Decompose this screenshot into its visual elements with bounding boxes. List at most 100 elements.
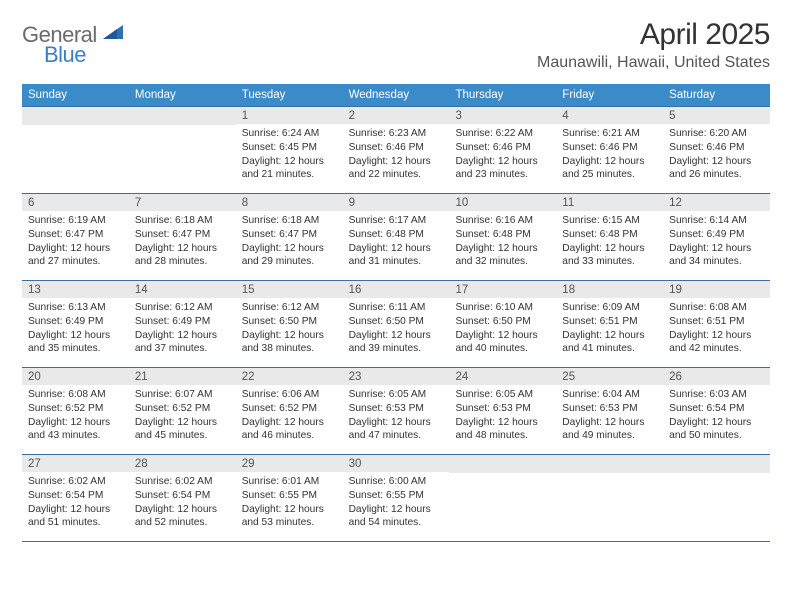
day-content: Sunrise: 6:22 AMSunset: 6:46 PMDaylight:… (449, 124, 556, 186)
day-cell-empty (556, 455, 663, 541)
week-row: 27Sunrise: 6:02 AMSunset: 6:54 PMDayligh… (22, 454, 770, 542)
day-cell-24: 24Sunrise: 6:05 AMSunset: 6:53 PMDayligh… (449, 368, 556, 454)
week-row: 13Sunrise: 6:13 AMSunset: 6:49 PMDayligh… (22, 280, 770, 367)
day-number: 1 (236, 107, 343, 124)
day-cell-empty (129, 107, 236, 193)
day-cell-empty (22, 107, 129, 193)
day-content: Sunrise: 6:03 AMSunset: 6:54 PMDaylight:… (663, 385, 770, 447)
day-content: Sunrise: 6:05 AMSunset: 6:53 PMDaylight:… (449, 385, 556, 447)
day-content: Sunrise: 6:08 AMSunset: 6:51 PMDaylight:… (663, 298, 770, 360)
day-cell-20: 20Sunrise: 6:08 AMSunset: 6:52 PMDayligh… (22, 368, 129, 454)
day-number: 12 (663, 194, 770, 211)
day-content: Sunrise: 6:18 AMSunset: 6:47 PMDaylight:… (129, 211, 236, 273)
day-cell-8: 8Sunrise: 6:18 AMSunset: 6:47 PMDaylight… (236, 194, 343, 280)
day-content: Sunrise: 6:07 AMSunset: 6:52 PMDaylight:… (129, 385, 236, 447)
day-number: 7 (129, 194, 236, 211)
weeks-container: 1Sunrise: 6:24 AMSunset: 6:45 PMDaylight… (22, 106, 770, 542)
weekday-friday: Friday (556, 84, 663, 106)
header: General April 2025 Maunawili, Hawaii, Un… (22, 18, 770, 72)
day-number: 18 (556, 281, 663, 298)
day-content: Sunrise: 6:21 AMSunset: 6:46 PMDaylight:… (556, 124, 663, 186)
day-cell-29: 29Sunrise: 6:01 AMSunset: 6:55 PMDayligh… (236, 455, 343, 541)
day-number: 29 (236, 455, 343, 472)
day-content: Sunrise: 6:09 AMSunset: 6:51 PMDaylight:… (556, 298, 663, 360)
weekday-sunday: Sunday (22, 84, 129, 106)
day-cell-23: 23Sunrise: 6:05 AMSunset: 6:53 PMDayligh… (343, 368, 450, 454)
day-content: Sunrise: 6:15 AMSunset: 6:48 PMDaylight:… (556, 211, 663, 273)
day-cell-14: 14Sunrise: 6:12 AMSunset: 6:49 PMDayligh… (129, 281, 236, 367)
day-cell-6: 6Sunrise: 6:19 AMSunset: 6:47 PMDaylight… (22, 194, 129, 280)
weekday-tuesday: Tuesday (236, 84, 343, 106)
day-cell-13: 13Sunrise: 6:13 AMSunset: 6:49 PMDayligh… (22, 281, 129, 367)
day-number: 4 (556, 107, 663, 124)
day-number: 30 (343, 455, 450, 472)
day-content: Sunrise: 6:11 AMSunset: 6:50 PMDaylight:… (343, 298, 450, 360)
day-number: 27 (22, 455, 129, 472)
day-content: Sunrise: 6:00 AMSunset: 6:55 PMDaylight:… (343, 472, 450, 534)
day-number: 11 (556, 194, 663, 211)
day-number: 16 (343, 281, 450, 298)
week-row: 1Sunrise: 6:24 AMSunset: 6:45 PMDaylight… (22, 106, 770, 193)
logo-text-blue: Blue (44, 42, 86, 67)
day-cell-30: 30Sunrise: 6:00 AMSunset: 6:55 PMDayligh… (343, 455, 450, 541)
month-title: April 2025 (537, 18, 770, 52)
title-block: April 2025 Maunawili, Hawaii, United Sta… (537, 18, 770, 72)
day-cell-15: 15Sunrise: 6:12 AMSunset: 6:50 PMDayligh… (236, 281, 343, 367)
day-cell-10: 10Sunrise: 6:16 AMSunset: 6:48 PMDayligh… (449, 194, 556, 280)
day-number: 28 (129, 455, 236, 472)
day-number: 8 (236, 194, 343, 211)
day-content: Sunrise: 6:08 AMSunset: 6:52 PMDaylight:… (22, 385, 129, 447)
calendar-page: General April 2025 Maunawili, Hawaii, Un… (0, 0, 792, 552)
calendar: SundayMondayTuesdayWednesdayThursdayFrid… (22, 84, 770, 542)
day-cell-25: 25Sunrise: 6:04 AMSunset: 6:53 PMDayligh… (556, 368, 663, 454)
day-cell-7: 7Sunrise: 6:18 AMSunset: 6:47 PMDaylight… (129, 194, 236, 280)
day-content: Sunrise: 6:14 AMSunset: 6:49 PMDaylight:… (663, 211, 770, 273)
day-number (663, 455, 770, 473)
weekday-monday: Monday (129, 84, 236, 106)
day-cell-11: 11Sunrise: 6:15 AMSunset: 6:48 PMDayligh… (556, 194, 663, 280)
day-cell-17: 17Sunrise: 6:10 AMSunset: 6:50 PMDayligh… (449, 281, 556, 367)
day-content: Sunrise: 6:10 AMSunset: 6:50 PMDaylight:… (449, 298, 556, 360)
day-number: 26 (663, 368, 770, 385)
day-number: 14 (129, 281, 236, 298)
day-cell-16: 16Sunrise: 6:11 AMSunset: 6:50 PMDayligh… (343, 281, 450, 367)
day-number: 13 (22, 281, 129, 298)
day-number (129, 107, 236, 125)
day-number: 5 (663, 107, 770, 124)
day-cell-18: 18Sunrise: 6:09 AMSunset: 6:51 PMDayligh… (556, 281, 663, 367)
day-content: Sunrise: 6:05 AMSunset: 6:53 PMDaylight:… (343, 385, 450, 447)
day-content: Sunrise: 6:04 AMSunset: 6:53 PMDaylight:… (556, 385, 663, 447)
day-cell-27: 27Sunrise: 6:02 AMSunset: 6:54 PMDayligh… (22, 455, 129, 541)
day-number: 17 (449, 281, 556, 298)
day-number: 22 (236, 368, 343, 385)
day-content: Sunrise: 6:20 AMSunset: 6:46 PMDaylight:… (663, 124, 770, 186)
day-cell-9: 9Sunrise: 6:17 AMSunset: 6:48 PMDaylight… (343, 194, 450, 280)
day-cell-empty (449, 455, 556, 541)
weekday-wednesday: Wednesday (343, 84, 450, 106)
day-cell-28: 28Sunrise: 6:02 AMSunset: 6:54 PMDayligh… (129, 455, 236, 541)
day-number (22, 107, 129, 125)
day-content: Sunrise: 6:17 AMSunset: 6:48 PMDaylight:… (343, 211, 450, 273)
day-number: 15 (236, 281, 343, 298)
day-cell-1: 1Sunrise: 6:24 AMSunset: 6:45 PMDaylight… (236, 107, 343, 193)
day-content: Sunrise: 6:19 AMSunset: 6:47 PMDaylight:… (22, 211, 129, 273)
day-content: Sunrise: 6:18 AMSunset: 6:47 PMDaylight:… (236, 211, 343, 273)
location: Maunawili, Hawaii, United States (537, 54, 770, 72)
day-number: 19 (663, 281, 770, 298)
day-number: 6 (22, 194, 129, 211)
day-number: 9 (343, 194, 450, 211)
day-content: Sunrise: 6:16 AMSunset: 6:48 PMDaylight:… (449, 211, 556, 273)
day-number (556, 455, 663, 473)
day-content: Sunrise: 6:23 AMSunset: 6:46 PMDaylight:… (343, 124, 450, 186)
weekday-thursday: Thursday (449, 84, 556, 106)
day-number: 24 (449, 368, 556, 385)
day-content: Sunrise: 6:12 AMSunset: 6:50 PMDaylight:… (236, 298, 343, 360)
week-row: 6Sunrise: 6:19 AMSunset: 6:47 PMDaylight… (22, 193, 770, 280)
weekday-saturday: Saturday (663, 84, 770, 106)
day-content: Sunrise: 6:02 AMSunset: 6:54 PMDaylight:… (22, 472, 129, 534)
day-cell-12: 12Sunrise: 6:14 AMSunset: 6:49 PMDayligh… (663, 194, 770, 280)
logo-triangle-icon (103, 25, 123, 44)
weekday-header-row: SundayMondayTuesdayWednesdayThursdayFrid… (22, 84, 770, 106)
day-content: Sunrise: 6:06 AMSunset: 6:52 PMDaylight:… (236, 385, 343, 447)
day-cell-4: 4Sunrise: 6:21 AMSunset: 6:46 PMDaylight… (556, 107, 663, 193)
